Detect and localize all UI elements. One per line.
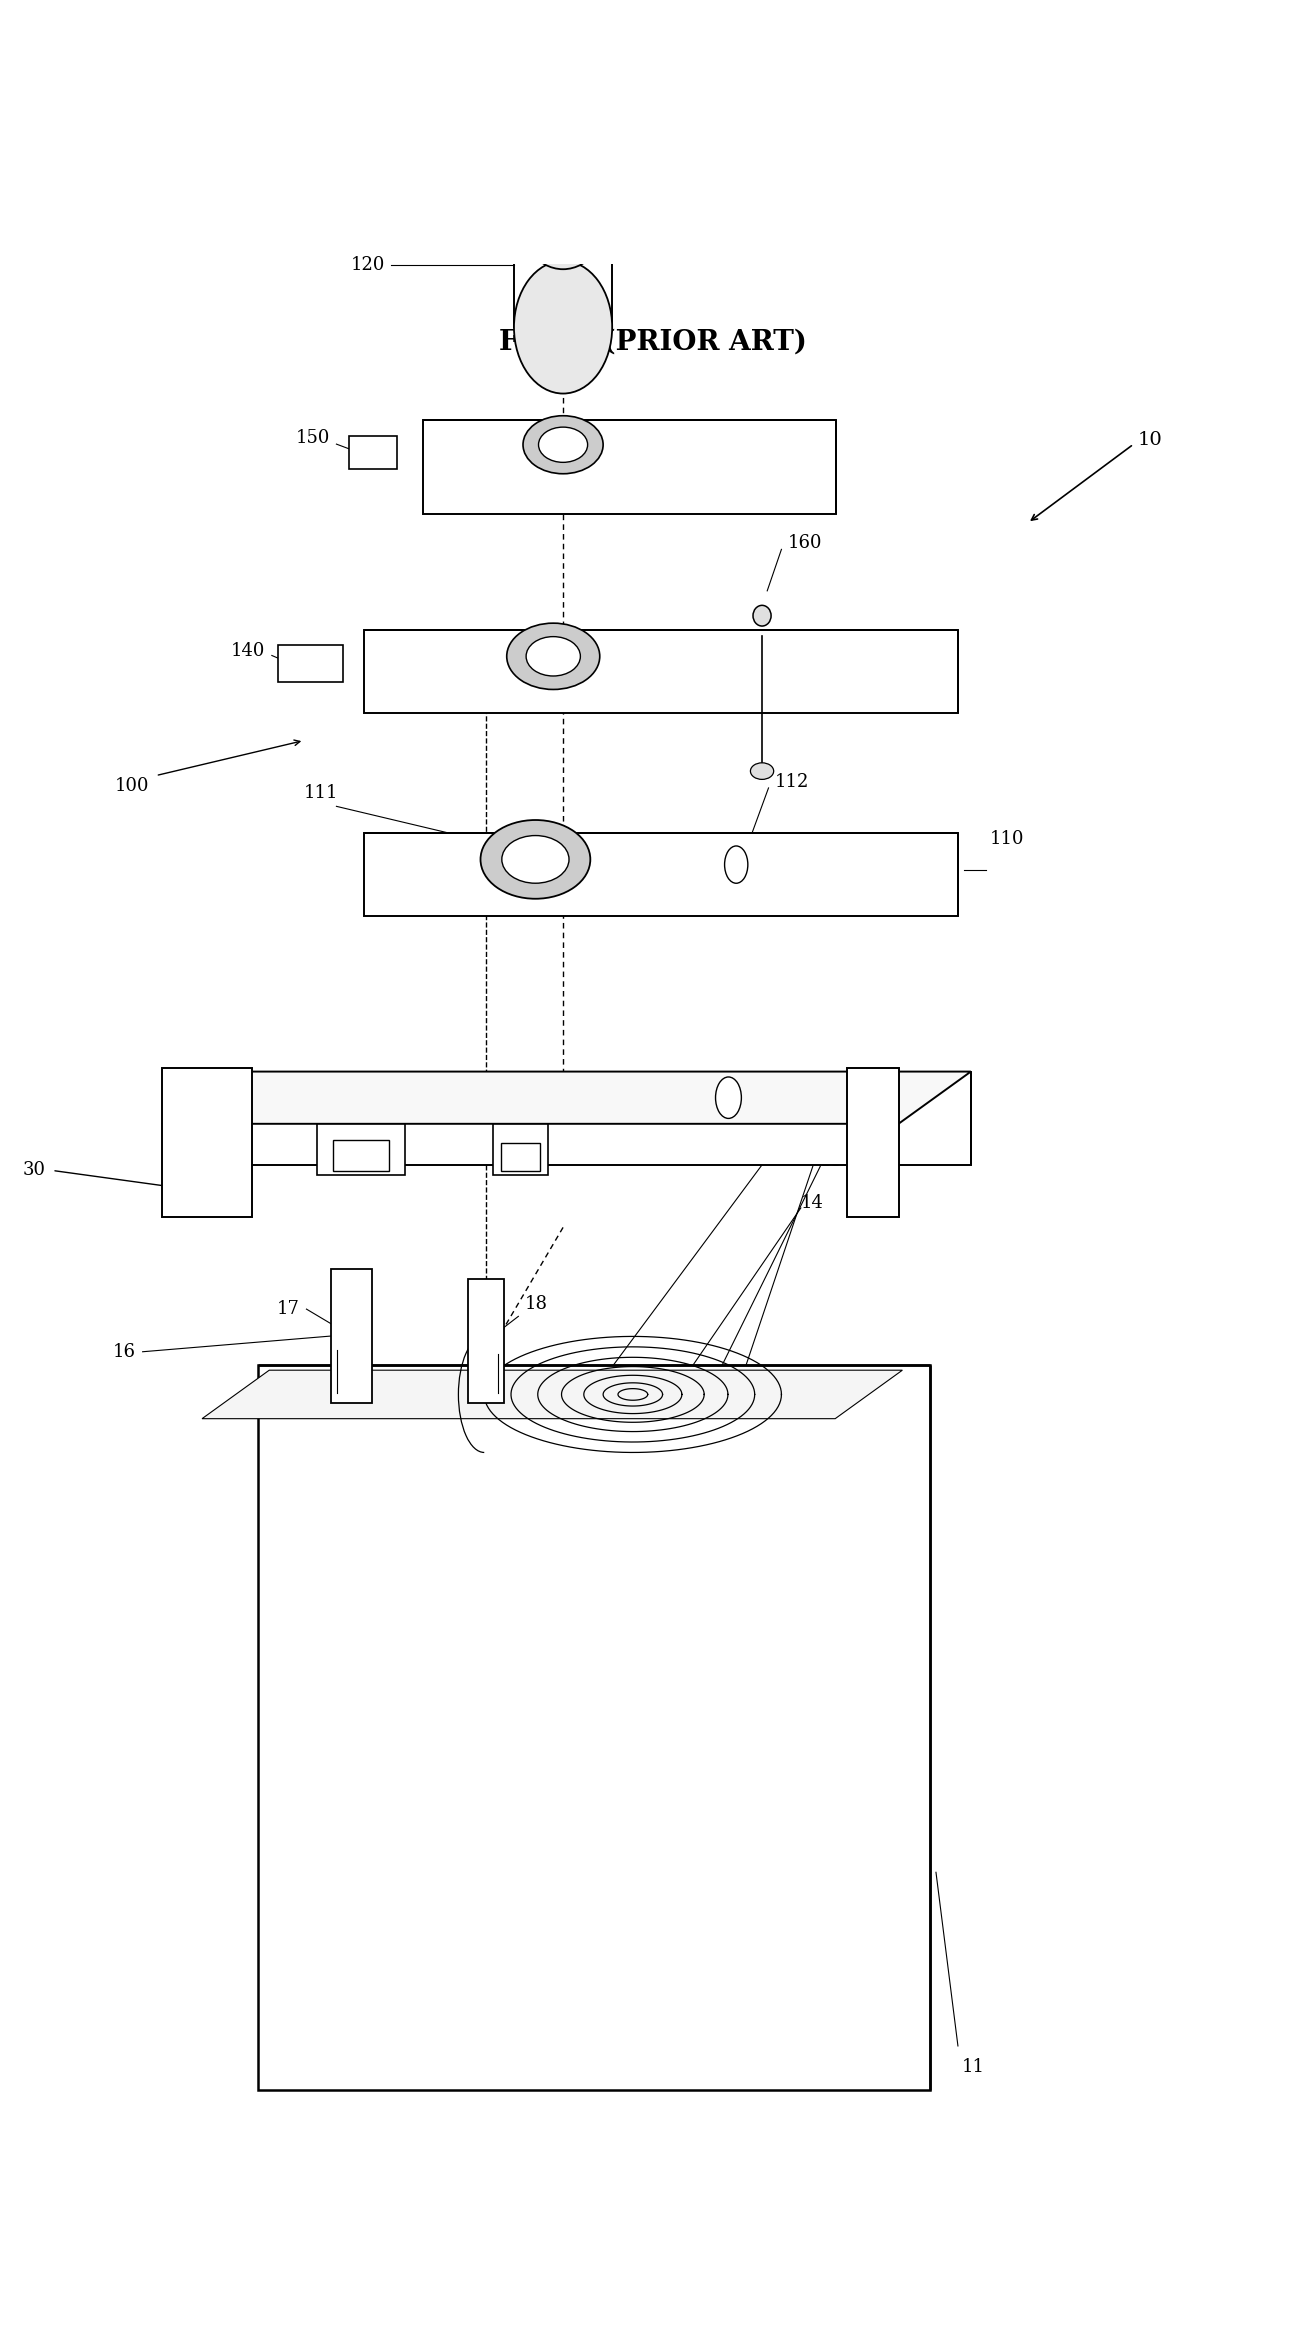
- Polygon shape: [234, 1071, 970, 1164]
- Text: 160: 160: [788, 534, 823, 553]
- Ellipse shape: [554, 183, 573, 201]
- Ellipse shape: [551, 187, 576, 220]
- Text: 16: 16: [114, 1343, 136, 1361]
- Circle shape: [725, 846, 748, 883]
- Polygon shape: [363, 834, 957, 916]
- Polygon shape: [330, 1268, 372, 1403]
- Polygon shape: [257, 1364, 930, 2090]
- Text: 110: 110: [990, 829, 1025, 848]
- Text: 13: 13: [820, 1153, 844, 1172]
- Ellipse shape: [515, 136, 613, 269]
- Text: 140: 140: [231, 642, 265, 661]
- Polygon shape: [349, 436, 397, 469]
- Polygon shape: [162, 1071, 970, 1125]
- Text: 112: 112: [774, 773, 810, 790]
- Polygon shape: [423, 419, 836, 513]
- Polygon shape: [317, 1125, 405, 1176]
- Polygon shape: [468, 1279, 504, 1403]
- Text: 18: 18: [525, 1296, 547, 1312]
- Ellipse shape: [502, 836, 569, 883]
- Polygon shape: [278, 644, 343, 682]
- Text: 17: 17: [277, 1300, 300, 1319]
- Polygon shape: [162, 1068, 252, 1216]
- Text: 120: 120: [350, 255, 385, 274]
- Polygon shape: [846, 1068, 899, 1216]
- Ellipse shape: [515, 260, 613, 394]
- Ellipse shape: [538, 169, 588, 237]
- Text: 12: 12: [827, 1111, 849, 1129]
- Ellipse shape: [481, 820, 590, 900]
- Ellipse shape: [522, 415, 603, 473]
- Bar: [333, 1141, 389, 1172]
- Text: 30: 30: [22, 1162, 46, 1179]
- Text: 100: 100: [115, 778, 149, 794]
- Ellipse shape: [538, 426, 588, 462]
- Text: 150: 150: [295, 429, 330, 448]
- Ellipse shape: [534, 0, 592, 54]
- Text: 15: 15: [768, 1141, 791, 1160]
- Text: FIG. 1 (PRIOR ART): FIG. 1 (PRIOR ART): [499, 328, 807, 356]
- Bar: [502, 1143, 539, 1172]
- Ellipse shape: [754, 604, 771, 626]
- Polygon shape: [494, 1125, 547, 1176]
- Text: 14: 14: [801, 1195, 824, 1211]
- Ellipse shape: [507, 623, 599, 689]
- Text: 10: 10: [1138, 431, 1162, 450]
- Polygon shape: [202, 1371, 902, 1418]
- Text: 11: 11: [961, 2057, 985, 2076]
- Text: 111: 111: [304, 785, 338, 801]
- Polygon shape: [363, 630, 957, 712]
- Circle shape: [716, 1078, 742, 1118]
- Ellipse shape: [751, 764, 773, 780]
- Ellipse shape: [526, 637, 580, 677]
